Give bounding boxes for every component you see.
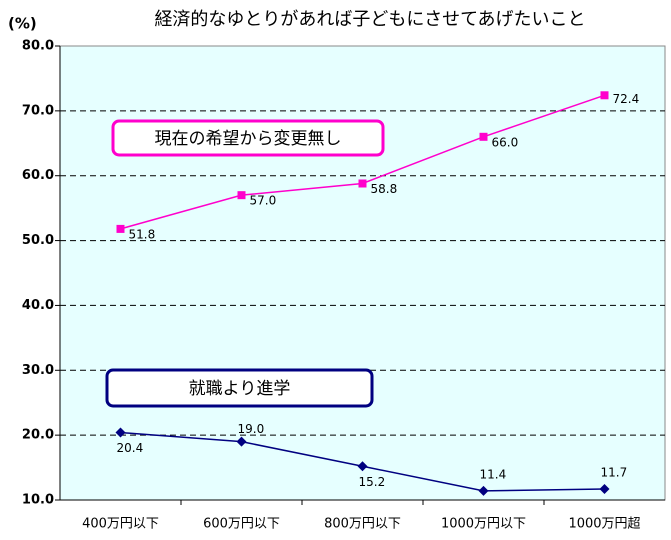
y-axis-unit: (%) [8, 15, 37, 33]
point-marker [599, 483, 610, 494]
x-tick-label: 400万円以下 [82, 517, 159, 532]
data-label: 57.0 [250, 194, 277, 208]
y-tick-label: 50.0 [22, 233, 54, 248]
x-tick-label: 1000万円超 [568, 517, 640, 532]
point-marker [600, 91, 609, 100]
x-tick-label: 800万円以下 [324, 517, 401, 532]
point-marker [357, 461, 368, 472]
y-tick-label: 10.0 [22, 493, 54, 508]
point-marker [478, 485, 489, 496]
data-label: 19.0 [238, 422, 265, 436]
data-label: 11.7 [601, 465, 628, 479]
data-label: 15.2 [359, 475, 386, 489]
data-label: 66.0 [492, 135, 519, 149]
data-label: 58.8 [371, 182, 398, 196]
y-tick-label: 40.0 [22, 298, 54, 313]
chart-title: 経済的なゆとりがあれば子どもにさせてあげたいこと [154, 9, 585, 30]
y-tick-label: 70.0 [22, 103, 54, 118]
x-tick-label: 600万円以下 [203, 517, 280, 532]
y-tick-label: 80.0 [22, 39, 54, 54]
y-tick-label: 60.0 [22, 168, 54, 183]
legend-box [111, 119, 385, 157]
y-tick-label: 30.0 [22, 363, 54, 378]
data-label: 72.4 [613, 92, 640, 106]
legend-label: 就職より進学 [189, 379, 291, 399]
point-marker [358, 179, 367, 188]
plot-area [59, 45, 666, 501]
point-marker [479, 132, 488, 141]
point-marker [237, 191, 246, 200]
data-label: 20.4 [117, 441, 144, 455]
point-marker [116, 224, 125, 233]
point-marker [236, 436, 247, 447]
y-tick-label: 20.0 [22, 428, 54, 443]
legend-label: 現在の希望から変更無し [155, 129, 342, 149]
data-label: 11.4 [480, 467, 507, 481]
data-label: 51.8 [129, 227, 156, 241]
legend-box [105, 368, 374, 408]
point-marker [115, 427, 126, 438]
x-tick-label: 1000万円以下 [441, 517, 526, 532]
